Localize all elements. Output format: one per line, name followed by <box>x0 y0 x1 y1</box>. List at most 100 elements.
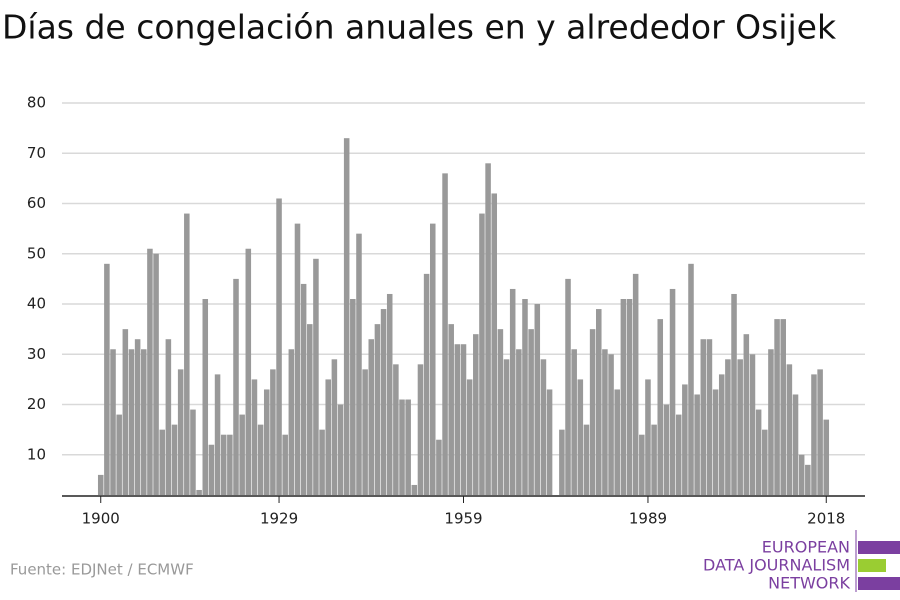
bar <box>208 444 215 495</box>
bar <box>325 379 331 495</box>
bar <box>282 434 288 495</box>
bar <box>97 474 104 495</box>
bar <box>196 489 202 495</box>
bar <box>356 233 362 495</box>
bar <box>645 379 651 495</box>
bar <box>350 299 356 495</box>
bar <box>153 253 159 495</box>
bar <box>239 414 245 495</box>
bar <box>337 404 344 495</box>
bar <box>147 248 153 495</box>
bar <box>202 299 209 495</box>
bar <box>620 299 627 495</box>
bar <box>663 404 670 495</box>
bar <box>110 349 116 495</box>
bar <box>380 309 387 495</box>
bar <box>583 424 590 495</box>
bar <box>675 414 682 495</box>
bar <box>792 394 799 495</box>
bar <box>823 419 830 495</box>
bar <box>798 454 805 495</box>
bar <box>251 379 258 495</box>
bar <box>602 349 608 495</box>
bar <box>755 409 762 495</box>
y-tick-label: 10 <box>27 445 46 463</box>
bar <box>774 319 780 495</box>
bar <box>682 384 688 495</box>
bar <box>516 349 522 495</box>
bar <box>276 198 282 495</box>
bar <box>632 273 639 495</box>
y-tick-label: 60 <box>27 194 46 212</box>
bar <box>688 263 694 495</box>
bar <box>473 334 479 495</box>
bar <box>596 309 602 495</box>
bar <box>608 354 614 495</box>
y-tick-label: 50 <box>27 244 46 262</box>
y-tick-label: 40 <box>27 295 46 313</box>
bar <box>307 324 313 495</box>
bar <box>811 374 817 495</box>
bar <box>122 329 129 495</box>
bar <box>460 344 467 495</box>
bar <box>288 349 295 495</box>
logo-bar <box>858 577 900 590</box>
bar <box>571 349 577 495</box>
bar <box>134 339 141 495</box>
bar <box>141 349 147 495</box>
bar <box>522 299 528 495</box>
bar <box>374 324 381 495</box>
logo-bar <box>858 541 900 554</box>
bar <box>300 283 307 495</box>
bar <box>233 278 239 495</box>
x-tick-label: 1989 <box>629 510 667 528</box>
bar <box>639 434 645 495</box>
x-tick-label: 1959 <box>444 510 482 528</box>
bar <box>128 349 135 495</box>
bar <box>762 429 768 495</box>
bar <box>694 394 700 495</box>
bar <box>546 389 553 495</box>
bar <box>165 339 172 495</box>
bar <box>559 429 565 495</box>
bar <box>270 369 276 495</box>
bar <box>405 399 411 495</box>
x-tick-label: 1929 <box>260 510 298 528</box>
bar <box>509 288 516 495</box>
bar <box>491 193 498 495</box>
bar <box>805 464 811 495</box>
bar <box>429 223 436 495</box>
bar <box>626 299 633 495</box>
bar <box>319 429 325 495</box>
logo-text: EUROPEAN <box>762 538 850 557</box>
bar <box>417 364 424 495</box>
bar <box>343 138 350 495</box>
bar <box>245 248 252 495</box>
bar <box>577 379 584 495</box>
bar <box>651 424 657 495</box>
bar <box>436 439 442 495</box>
logo-text: DATA JOURNALISM <box>703 556 850 575</box>
bar <box>780 319 786 495</box>
logo-bar <box>858 559 886 572</box>
bar <box>411 484 418 495</box>
y-tick-label: 70 <box>27 144 46 162</box>
bar <box>817 369 823 495</box>
bar <box>399 399 405 495</box>
bar <box>116 414 122 495</box>
bar <box>497 329 504 495</box>
bar <box>454 344 461 495</box>
bar <box>503 359 510 495</box>
bar <box>184 213 190 496</box>
bar <box>159 429 165 495</box>
bar <box>768 349 774 495</box>
bar <box>386 293 393 495</box>
bar <box>171 424 178 495</box>
bar <box>540 359 547 495</box>
bar <box>331 359 338 495</box>
bar <box>214 374 221 495</box>
bar <box>448 324 454 495</box>
bar <box>190 409 196 495</box>
bar <box>712 389 719 495</box>
bar <box>368 339 375 495</box>
